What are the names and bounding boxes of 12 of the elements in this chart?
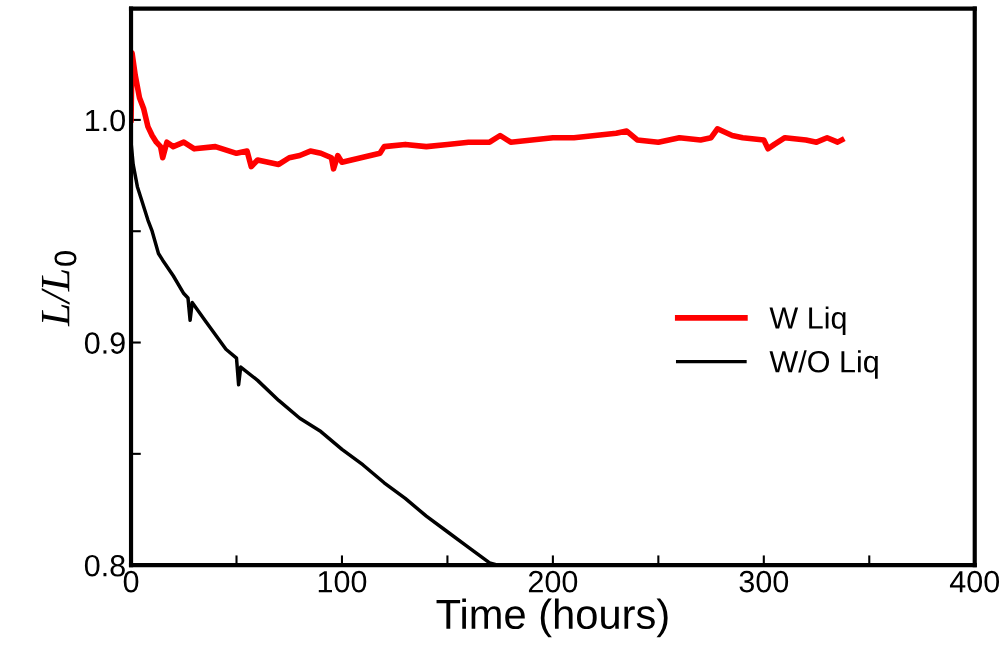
y-tick-label: 1.0 [86,109,125,132]
y-tick-label: 0.9 [84,332,125,354]
x-tick-label: 100 [318,570,367,593]
legend-label: W Liq [769,306,846,335]
y-tick-label: 0.8 [84,554,125,577]
x-tick-label: 400 [949,570,1000,593]
legend-label: W/O Liq [769,350,878,379]
x-tick-label: 0 [123,570,139,593]
x-axis-title: Time (hours) [436,598,668,638]
x-tick-label: 300 [739,570,789,593]
y-axis-title: L/L$_{0}$ [41,251,77,327]
x-tick-label: 200 [528,570,578,593]
